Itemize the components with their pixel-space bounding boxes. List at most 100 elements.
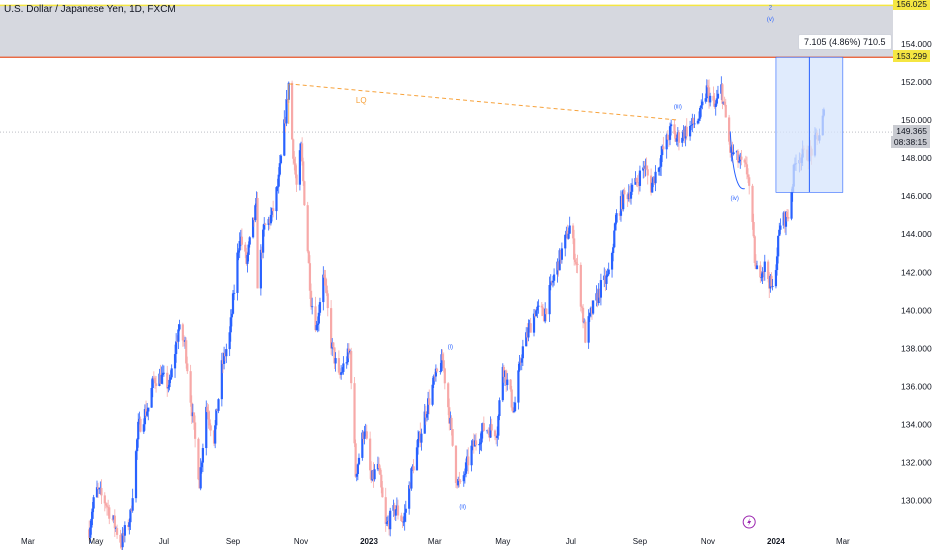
candle-body	[147, 407, 150, 412]
candle-body	[581, 307, 585, 323]
candle-body	[370, 470, 373, 481]
candle-body	[775, 256, 779, 271]
x-tick-label: May	[495, 537, 510, 546]
candle-body	[688, 126, 692, 137]
candle-body	[692, 118, 695, 124]
candle-body	[191, 412, 194, 417]
candle-body	[262, 229, 265, 253]
candle-body	[701, 101, 704, 106]
y-tick-label: 130.000	[901, 496, 932, 506]
candle-body	[121, 533, 124, 548]
candle-body	[713, 100, 716, 108]
candle-body	[212, 430, 216, 444]
candle-body	[205, 406, 208, 449]
candle-body	[550, 281, 553, 283]
x-tick-label: Nov	[701, 537, 715, 546]
candle-body	[683, 129, 686, 139]
candle-body	[622, 190, 625, 210]
candle-body	[755, 265, 759, 270]
candle-body	[532, 313, 536, 333]
candle-body	[338, 372, 342, 375]
candle-body	[315, 325, 318, 331]
candle-body	[154, 383, 158, 386]
candle-body	[316, 323, 319, 326]
candle-body	[653, 176, 656, 184]
candle-body	[113, 515, 116, 529]
candle-body	[691, 118, 694, 126]
candle-body	[276, 186, 279, 188]
candle-body	[510, 389, 513, 408]
candle-body	[637, 182, 640, 186]
candle-body	[760, 277, 763, 279]
candle-body	[549, 281, 552, 286]
candle-body	[246, 254, 249, 264]
candle-body	[696, 120, 700, 124]
candle-body	[331, 342, 334, 349]
candle-body	[723, 101, 726, 105]
candle-body	[722, 101, 725, 104]
candle-body	[376, 463, 380, 470]
candle-body	[778, 229, 781, 236]
candle-body	[350, 351, 353, 384]
candle-body	[511, 407, 514, 412]
candle-body	[294, 163, 297, 175]
candle-body	[623, 190, 626, 195]
candle-body	[309, 290, 313, 307]
candle-body	[433, 376, 436, 377]
candle-body	[474, 440, 478, 446]
candle-body	[240, 236, 244, 245]
wave-ii-label: (ii)	[459, 504, 466, 510]
last-price-tag: 149.365	[893, 125, 930, 138]
candle-body	[385, 522, 388, 524]
candle-body	[259, 249, 262, 289]
candle-body	[744, 162, 747, 165]
candle-body	[415, 447, 419, 471]
candle-body	[230, 313, 233, 318]
candle-body	[576, 263, 579, 265]
candle-body	[631, 184, 634, 192]
candle-body	[143, 409, 147, 425]
x-tick-label: 2023	[360, 537, 378, 546]
candle-body	[489, 424, 492, 438]
candle-body	[111, 518, 114, 520]
candle-body	[333, 347, 336, 364]
liquidity-line	[288, 83, 678, 121]
candle-body	[278, 163, 281, 175]
candle-body	[104, 503, 108, 506]
candle-body	[597, 289, 600, 304]
candle-body	[295, 174, 298, 185]
candle-body	[107, 506, 110, 508]
candle-body	[634, 178, 637, 185]
candle-body	[355, 474, 358, 477]
candle-body	[537, 305, 540, 307]
candle-body	[571, 225, 575, 239]
candle-body	[770, 275, 773, 287]
candle-body	[299, 143, 303, 151]
candle-body	[88, 529, 91, 538]
candle-body	[584, 321, 587, 343]
candle-body	[231, 293, 235, 314]
candle-body	[91, 508, 94, 519]
candle-body	[136, 439, 139, 452]
candle-body	[454, 445, 458, 484]
candle-body	[590, 307, 594, 314]
candle-body	[103, 495, 106, 504]
candle-body	[486, 430, 489, 432]
wave-iv-label: (iv)	[731, 196, 739, 202]
candle-body	[661, 146, 664, 156]
wave-iv-curve	[729, 131, 745, 190]
candle-body	[128, 522, 131, 527]
candle-body	[447, 383, 450, 408]
candle-body	[348, 351, 352, 353]
candle-body	[169, 377, 172, 380]
candle-body	[638, 170, 642, 186]
candle-body	[345, 362, 348, 364]
candle-body	[371, 470, 374, 481]
candle-body	[599, 280, 603, 298]
candle-body	[503, 370, 507, 377]
candle-body	[119, 534, 122, 543]
candles	[88, 76, 825, 550]
symbol-title[interactable]: U.S. Dollar / Japanese Yen, 1D, FXCM	[4, 4, 176, 15]
candle-body	[361, 432, 364, 458]
